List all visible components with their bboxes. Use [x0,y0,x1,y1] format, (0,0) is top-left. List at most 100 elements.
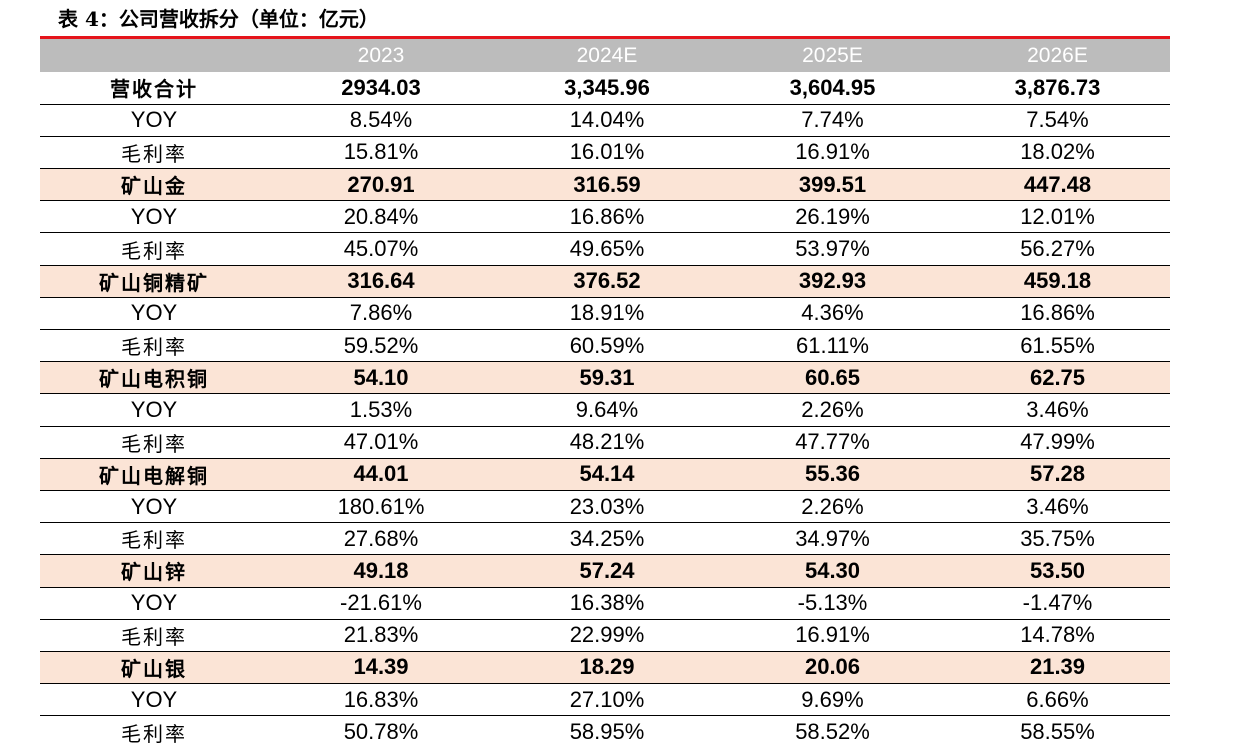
table-cell: 48.21% [494,426,720,459]
table-cell: 316.59 [494,168,720,202]
table-cell: 49.18 [268,554,494,588]
table-row: YOY 16.83% 27.10% 9.69% 6.66% [40,683,1170,717]
table-cell: 61.11% [720,329,945,363]
table-cell: 2.26% [720,393,945,427]
table-cell: 1.53% [268,393,494,427]
table-cell: 60.59% [494,329,720,363]
table-cell: 459.18 [945,265,1170,298]
table-cell: 22.99% [494,619,720,652]
table-cell: 54.30 [720,554,945,588]
row-label: 矿山银 [40,651,268,685]
table-body: 营收合计 2934.03 3,345.96 3,604.95 3,876.73 YOY 8.… [40,72,1170,748]
table-row: YOY 1.53% 9.64% 2.26% 3.46% [40,393,1170,427]
table-row: 毛利率 59.52% 60.59% 61.11% 61.55% [40,329,1170,363]
header-cell-2024e: 2024E [576,43,638,67]
row-label: 毛利率 [40,619,268,652]
table-cell: 26.19% [720,200,945,234]
table-cell: 15.81% [268,136,494,170]
table-row: YOY 7.86% 18.91% 4.36% 16.86% [40,297,1170,331]
table-cell: 50.78% [343,719,419,745]
table-cell: 27.10% [494,683,720,717]
table-row: YOY 180.61% 23.03% 2.26% 3.46% [40,490,1170,524]
table-cell: 399.51 [720,168,945,202]
row-label: 毛利率 [121,721,187,746]
header-cell-2025e: 2025E [802,43,863,67]
table-row: 矿山锌 49.18 57.24 54.30 53.50 [40,554,1170,588]
row-label: 矿山电解铜 [40,458,268,491]
table-cell: 270.91 [268,168,494,202]
row-label: YOY [40,297,268,331]
table-cell: -5.13% [720,587,945,620]
table-cell: 12.01% [945,200,1170,234]
table-cell: 7.86% [268,297,494,331]
table-cell: 20.84% [268,200,494,234]
table-cell: 34.97% [720,522,945,556]
table-cell: 47.99% [945,426,1170,459]
row-label: YOY [40,393,268,427]
table-cell: 62.75 [945,361,1170,395]
row-label: YOY [40,587,268,620]
table-cell: 7.54% [945,104,1170,137]
table-cell: 49.65% [494,232,720,266]
table-cell: 16.38% [494,587,720,620]
table-cell: 316.64 [268,265,494,298]
table-cell: 16.83% [268,683,494,717]
row-label: 矿山铜精矿 [40,265,268,298]
table-cell: 6.66% [945,683,1170,717]
table-cell: 7.74% [720,104,945,137]
table-cell: 45.07% [268,232,494,266]
table-cell: 14.78% [945,619,1170,652]
table-cell: 57.28 [945,458,1170,491]
table-row: 毛利率 45.07% 49.65% 53.97% 56.27% [40,232,1170,266]
table-row: 毛利率 47.01% 48.21% 47.77% 47.99% [40,426,1170,459]
table-row: 毛利率 50.78% 58.95% 58.52% 58.55% [40,716,1170,748]
table-cell: 9.64% [494,393,720,427]
header-cell-blank [40,39,268,72]
table-cell: 16.91% [720,619,945,652]
table-row: 营收合计 2934.03 3,345.96 3,604.95 3,876.73 [40,72,1170,105]
table-row: 矿山电解铜 44.01 54.14 55.36 57.28 [40,458,1170,491]
table-cell: 47.01% [268,426,494,459]
table-cell: 61.55% [945,329,1170,363]
row-label: YOY [40,683,268,717]
table-row: 毛利率 27.68% 34.25% 34.97% 35.75% [40,522,1170,556]
table-cell: 58.52% [795,719,870,745]
table-cell: 21.83% [268,619,494,652]
table-cell: 392.93 [720,265,945,298]
table-cell: 34.25% [494,522,720,556]
row-label: 矿山锌 [40,554,268,588]
table-cell: 53.97% [720,232,945,266]
row-label: 毛利率 [40,136,268,170]
table-cell: 59.52% [268,329,494,363]
table-cell: 16.01% [494,136,720,170]
table-cell: -1.47% [945,587,1170,620]
row-label: 毛利率 [40,232,268,266]
table-cell: 23.03% [494,490,720,524]
table-row: 矿山金 270.91 316.59 399.51 447.48 [40,168,1170,202]
table-cell: 57.24 [494,554,720,588]
table-row: 矿山铜精矿 316.64 376.52 392.93 459.18 [40,265,1170,298]
table-cell: 3,345.96 [494,72,720,105]
row-label: 毛利率 [40,329,268,363]
table-cell: 9.69% [720,683,945,717]
table-cell: 58.55% [1020,719,1095,745]
table-cell: 2.26% [720,490,945,524]
header-cell-2023: 2023 [357,43,405,67]
table-cell: 3.46% [945,490,1170,524]
row-label: 矿山金 [40,168,268,202]
table-header-row: 2023 2024E 2025E 2026E [40,39,1170,72]
table-cell: 4.36% [720,297,945,331]
table-cell: 447.48 [945,168,1170,202]
table-cell: 44.01 [268,458,494,491]
table-cell: 2934.03 [268,72,494,105]
table-cell: 16.86% [494,200,720,234]
table-cell: 21.39 [945,651,1170,685]
table-cell: 18.91% [494,297,720,331]
table-cell: 54.14 [494,458,720,491]
table-cell: 3.46% [945,393,1170,427]
header-cell-2026e: 2026E [1027,43,1088,67]
row-label: YOY [40,104,268,137]
table-cell: 60.65 [720,361,945,395]
table-cell: 16.86% [945,297,1170,331]
table-row: YOY -21.61% 16.38% -5.13% -1.47% [40,587,1170,620]
